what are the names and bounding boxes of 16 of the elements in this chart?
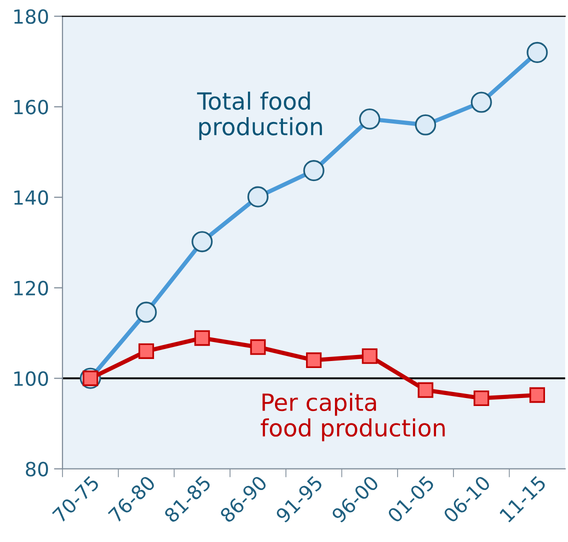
point xyxy=(250,339,266,355)
y-tick-label: 80 xyxy=(26,462,48,476)
point xyxy=(194,330,210,346)
series-label: Per capita food production xyxy=(260,392,445,442)
series-label: Total food production xyxy=(197,92,322,140)
point xyxy=(474,390,490,406)
point xyxy=(418,382,434,398)
y-tick-label: 100 xyxy=(14,371,48,386)
point xyxy=(529,387,546,403)
y-tick-label: 140 xyxy=(14,190,48,205)
y-tick-label: 160 xyxy=(14,100,48,114)
point xyxy=(138,343,154,359)
point xyxy=(362,348,378,364)
y-tick-label: 180 xyxy=(14,9,48,24)
y-tick-label: 120 xyxy=(14,280,48,296)
point xyxy=(306,352,322,368)
